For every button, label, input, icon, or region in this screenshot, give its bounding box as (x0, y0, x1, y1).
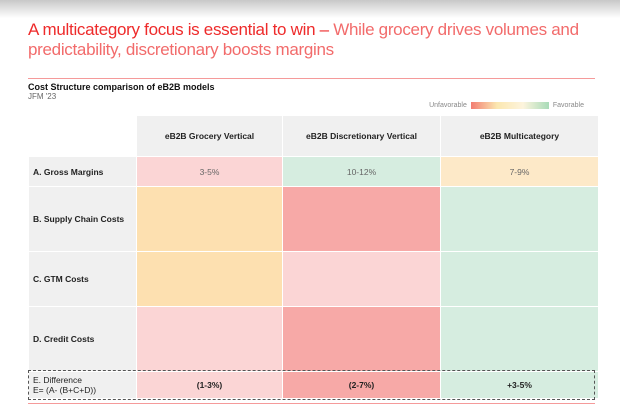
legend: Unfavorable Favorable (429, 102, 584, 109)
cell: 7-9% (440, 156, 599, 187)
legend-low: Unfavorable (429, 102, 467, 109)
cell (440, 186, 599, 252)
cell: 3-5% (136, 156, 283, 187)
col-header: eB2B Multicategory (440, 115, 599, 157)
legend-gradient (470, 102, 549, 109)
cell: 10-12% (282, 156, 441, 187)
chart-subtitle: Cost Structure comparison of eB2B models (28, 82, 215, 92)
bottom-divider (28, 403, 595, 404)
slide-title: A multicategory focus is essential to wi… (28, 20, 579, 59)
cell (282, 186, 441, 252)
cell (136, 251, 283, 307)
cost-table: eB2B Grocery Vertical eB2B Discretionary… (28, 115, 599, 399)
cell (282, 306, 441, 372)
col-header: eB2B Grocery Vertical (136, 115, 283, 157)
row-label: E. Difference E= (A- (B+C+D)) (28, 371, 137, 399)
col-header: eB2B Discretionary Vertical (282, 115, 441, 157)
cell (440, 251, 599, 307)
cell (136, 306, 283, 372)
legend-high: Favorable (552, 102, 584, 109)
cell (282, 251, 441, 307)
cell: +3-5% (440, 371, 599, 399)
row-label: A. Gross Margins (28, 156, 137, 187)
top-shadow (0, 0, 620, 18)
row-label: C. GTM Costs (28, 251, 137, 307)
cell (440, 306, 599, 372)
row-label: B. Supply Chain Costs (28, 186, 137, 252)
divider (28, 78, 595, 79)
cell (136, 186, 283, 252)
cell: (1-3%) (136, 371, 283, 399)
date-label: JFM '23 (28, 92, 57, 101)
cell: (2-7%) (282, 371, 441, 399)
difference-highlight (28, 370, 595, 400)
row-label: D. Credit Costs (28, 306, 137, 372)
